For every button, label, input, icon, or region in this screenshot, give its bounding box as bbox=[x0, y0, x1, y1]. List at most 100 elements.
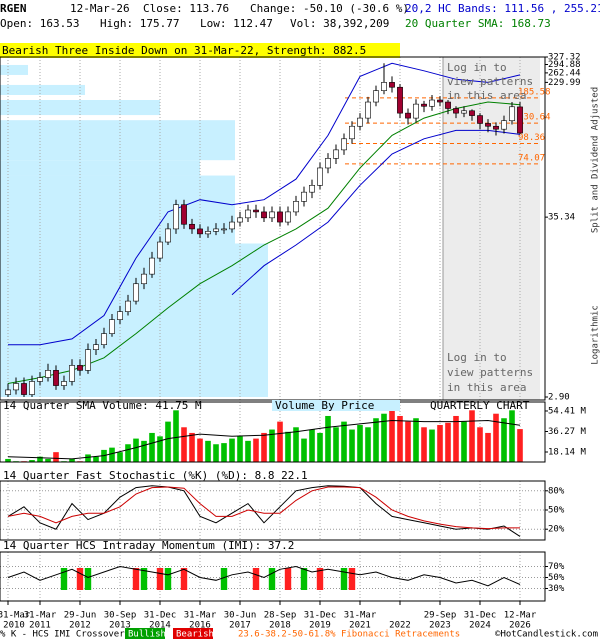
x-tick-label: 31-Mar bbox=[0, 611, 31, 621]
candle-body bbox=[117, 311, 123, 320]
x-tick-year: 2011 bbox=[29, 621, 51, 631]
volume-bar bbox=[221, 443, 227, 462]
x-tick-year: 2026 bbox=[509, 621, 531, 631]
bands-label: 20,2 HC Bands: 111.56 , 255.21 bbox=[405, 2, 600, 15]
x-tick-year: 2023 bbox=[429, 621, 451, 631]
candle-body bbox=[181, 204, 187, 225]
volume-bar bbox=[285, 431, 291, 462]
line-series bbox=[231, 129, 521, 296]
volume-bar bbox=[205, 440, 211, 462]
volume-bar bbox=[469, 410, 475, 462]
candle-body bbox=[173, 204, 179, 230]
close: Close: 113.76 bbox=[143, 2, 229, 15]
volume-bar bbox=[293, 427, 299, 462]
bearish-key bbox=[173, 628, 213, 639]
annotation: view patterns bbox=[447, 75, 533, 88]
volume-by-price-bar bbox=[0, 84, 85, 96]
bullish-signal bbox=[84, 568, 92, 590]
volume-bar bbox=[325, 415, 331, 462]
volume-bar bbox=[445, 422, 451, 462]
candle-body bbox=[229, 221, 235, 230]
bullish-signal bbox=[340, 568, 348, 590]
x-tick-year: 2014 bbox=[149, 621, 171, 631]
candle-body bbox=[133, 283, 139, 302]
candle-body bbox=[21, 383, 27, 395]
line-series bbox=[7, 486, 520, 530]
x-tick-year: 2017 bbox=[229, 621, 251, 631]
annotation: Log in to bbox=[447, 61, 507, 74]
candle-body bbox=[373, 90, 379, 103]
candle-body bbox=[325, 158, 331, 169]
volume-bar bbox=[341, 421, 347, 462]
low: Low: 112.47 bbox=[200, 17, 273, 30]
volume-bar bbox=[357, 425, 363, 462]
hidden-area bbox=[443, 57, 540, 400]
volume-bar bbox=[381, 413, 387, 462]
volume-by-price-bar bbox=[0, 175, 235, 244]
line-series bbox=[7, 101, 521, 384]
fibonacci-label: 23.6-38.2-50-61.8% Fibonacci Retracement… bbox=[238, 630, 460, 640]
y-tick-label: 50% bbox=[548, 573, 565, 583]
bearish-signal bbox=[132, 568, 140, 590]
candle-body bbox=[13, 383, 19, 391]
y-tick-label: 2.90 bbox=[548, 393, 570, 403]
candle-body bbox=[53, 370, 59, 386]
y-tick-label: 30% bbox=[548, 584, 565, 594]
volume-bar bbox=[349, 429, 355, 462]
bullish-signal bbox=[220, 568, 228, 590]
volume-bar bbox=[405, 421, 411, 462]
line-series bbox=[7, 485, 521, 537]
volume-bar bbox=[269, 429, 275, 462]
line-series bbox=[8, 62, 521, 346]
volume-bar bbox=[157, 436, 163, 462]
volume-bar bbox=[429, 429, 435, 462]
x-tick-year: 2010 bbox=[3, 621, 25, 631]
y-tick-label: 20% bbox=[548, 525, 565, 535]
pattern-banner bbox=[0, 43, 400, 58]
volume-bar bbox=[85, 454, 91, 462]
candle-body bbox=[485, 123, 491, 127]
volume-by-price-bar bbox=[0, 120, 235, 161]
annotation: view patterns bbox=[447, 366, 533, 379]
x-tick-label: 31-Mar bbox=[344, 611, 377, 621]
volume-bar bbox=[253, 438, 259, 462]
change: Change: -50.10 (-30.6 %) bbox=[250, 2, 409, 15]
volume-bar bbox=[37, 456, 43, 462]
crossover-label: % K - HCS IMI Crossover: bbox=[0, 630, 130, 640]
bullish-signal bbox=[300, 568, 308, 590]
volume-bar bbox=[197, 438, 203, 462]
volume-bar bbox=[69, 458, 75, 462]
y-tick-label: 54.41 M bbox=[548, 406, 587, 416]
candle-body bbox=[429, 99, 435, 107]
candle-body bbox=[509, 106, 515, 122]
x-tick-year: 2016 bbox=[189, 621, 211, 631]
high: High: 175.77 bbox=[100, 17, 179, 30]
candle-body bbox=[397, 86, 403, 114]
fib-label: 185.58 bbox=[518, 87, 551, 97]
volume-bar bbox=[53, 452, 59, 462]
volume-bar bbox=[189, 432, 195, 462]
volume-bar bbox=[133, 438, 139, 462]
volume-bar bbox=[109, 447, 115, 462]
volume-bar bbox=[181, 427, 187, 462]
volume-bar bbox=[333, 427, 339, 462]
vbp-label-bg bbox=[272, 400, 400, 411]
candle-body bbox=[413, 103, 419, 119]
volume-bar bbox=[229, 438, 235, 462]
volume-bar bbox=[517, 429, 523, 462]
bearish-signal bbox=[284, 568, 292, 590]
copyright: ©HotCandlestick.com bbox=[495, 630, 598, 640]
volume-bar bbox=[165, 421, 171, 462]
candle-body bbox=[197, 228, 203, 235]
vbp-label: Volume By Price bbox=[275, 399, 374, 412]
volume-title: 14 Quarter SMA Volume: 41.75 M bbox=[3, 399, 202, 412]
side-label: Split and Dividend Adjusted bbox=[591, 87, 600, 233]
candle-body bbox=[69, 365, 75, 382]
candle-body bbox=[461, 110, 467, 114]
chart-period: QUARTERLY CHART bbox=[430, 399, 530, 412]
x-tick-label: 30-Sep bbox=[104, 611, 137, 621]
candle-body bbox=[349, 125, 355, 140]
volume-by-price-bar bbox=[0, 64, 28, 75]
x-tick-year: 2024 bbox=[469, 621, 491, 631]
candle-body bbox=[253, 209, 259, 213]
